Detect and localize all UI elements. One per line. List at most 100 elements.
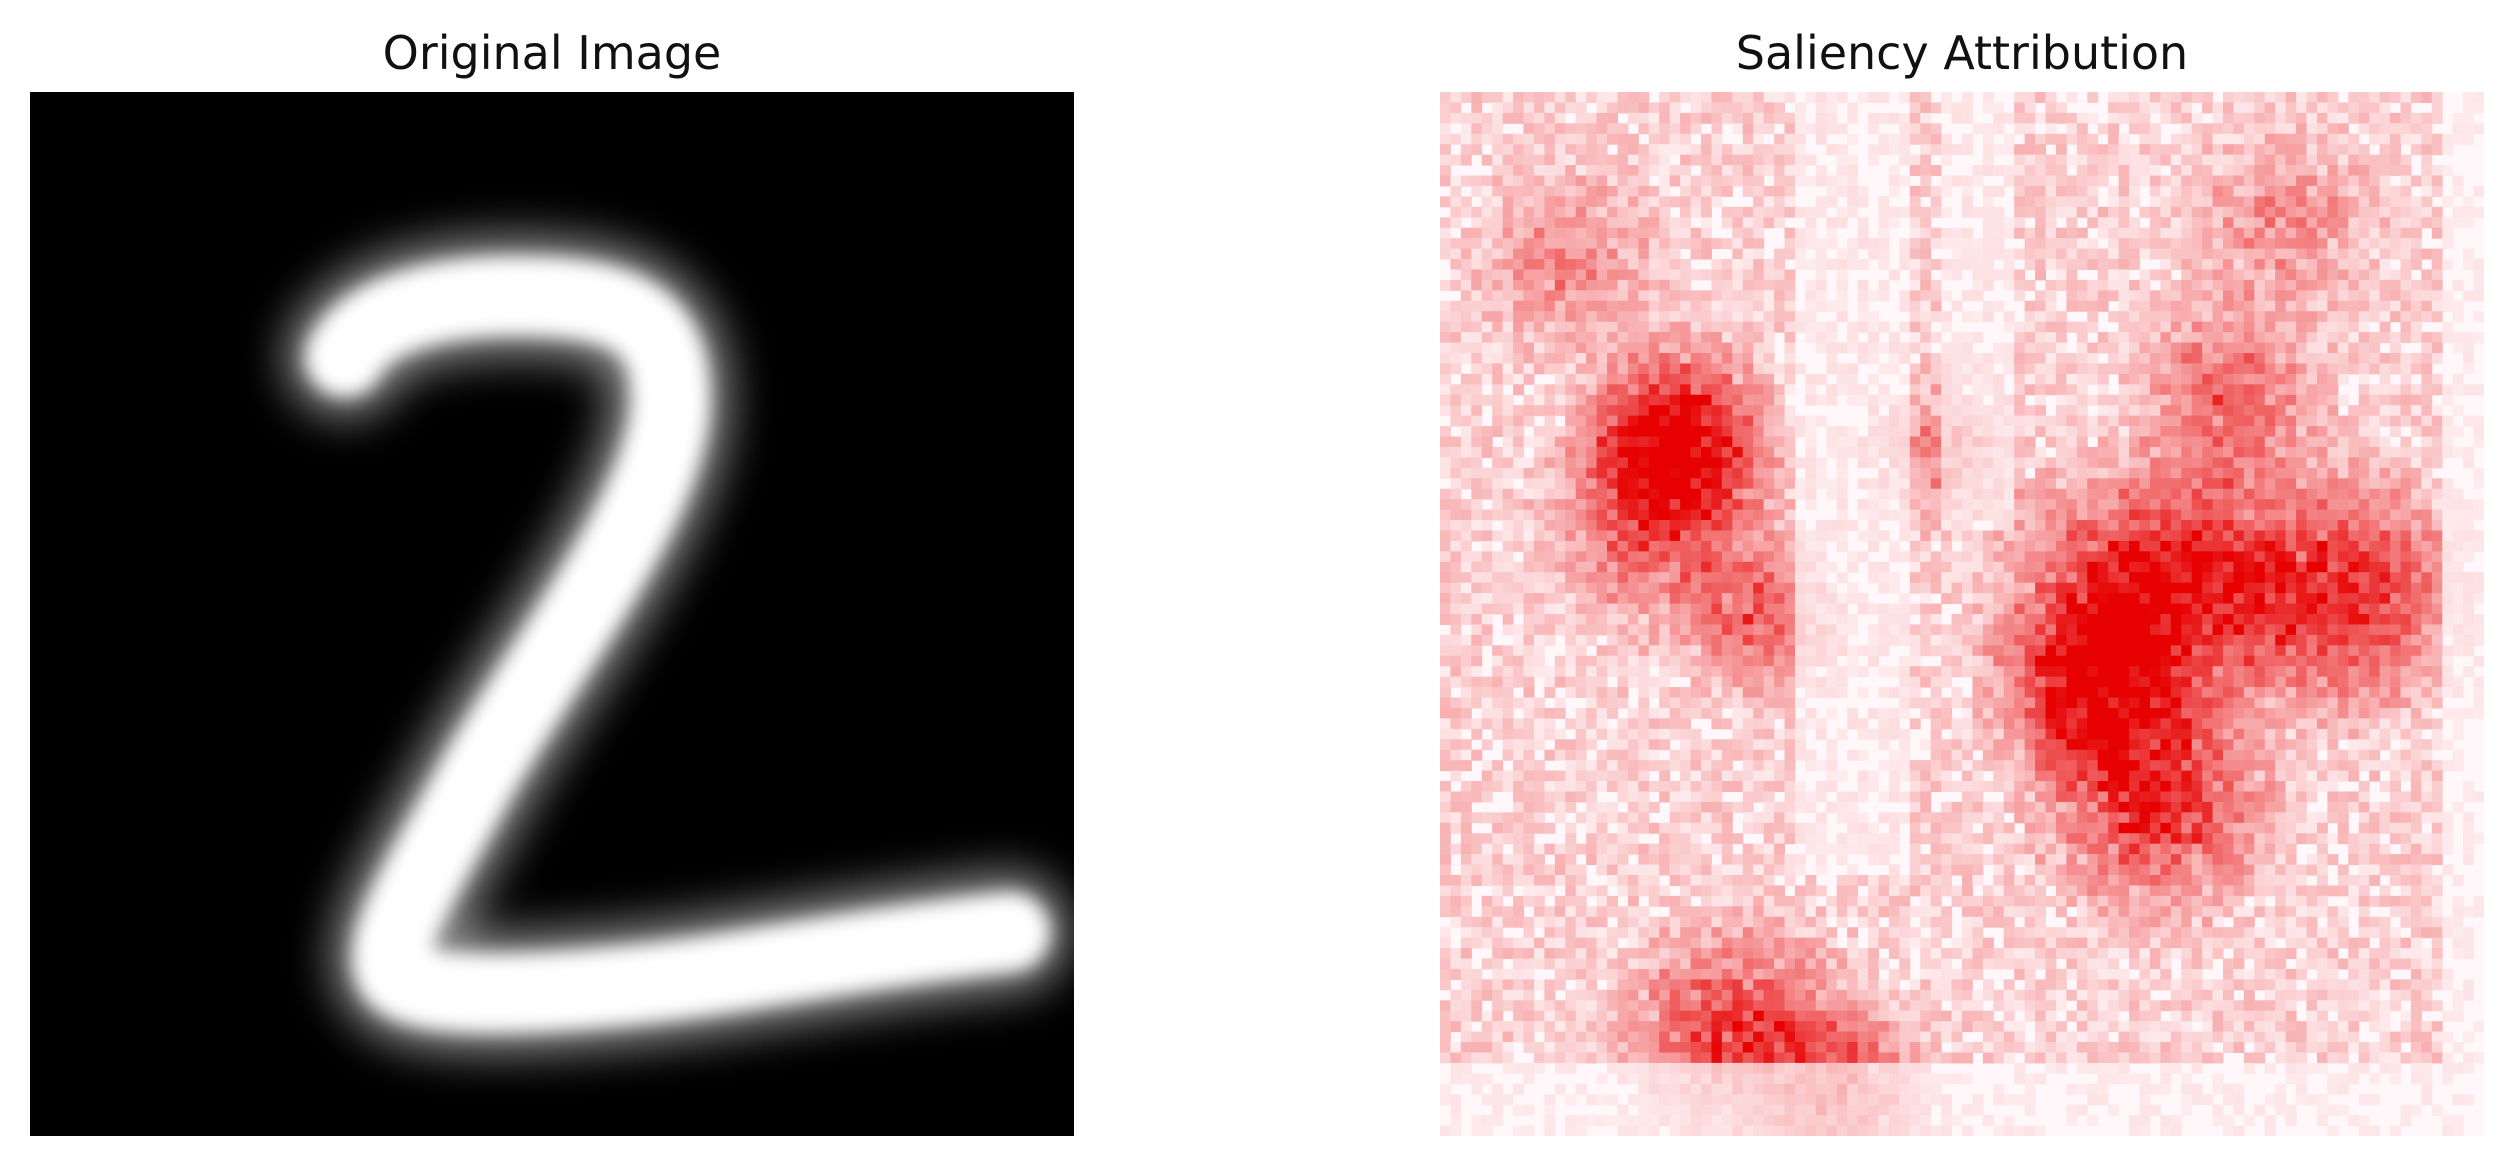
saliency-pixel (2316, 509, 2328, 521)
saliency-pixel (2431, 426, 2443, 438)
saliency-pixel (1638, 144, 1650, 156)
saliency-pixel (1909, 290, 1921, 302)
saliency-pixel (1972, 353, 1984, 364)
saliency-pixel (1492, 238, 1504, 250)
saliency-pixel (2223, 666, 2234, 678)
saliency-pixel (1794, 624, 1806, 636)
saliency-pixel (2191, 488, 2203, 500)
saliency-pixel (1868, 321, 1879, 333)
saliency-pixel (2139, 593, 2151, 605)
saliency-pixel (2390, 634, 2401, 646)
saliency-pixel (2275, 144, 2287, 156)
saliency-pixel (1951, 248, 1963, 260)
saliency-pixel (2055, 112, 2067, 124)
saliency-pixel (1909, 530, 1921, 542)
saliency-pixel (2149, 144, 2161, 156)
saliency-pixel (1711, 102, 1723, 114)
saliency-pixel (1440, 217, 1451, 229)
saliency-pixel (1492, 509, 1504, 521)
saliency-pixel (1941, 457, 1953, 469)
saliency-pixel (1763, 415, 1775, 427)
saliency-pixel (2358, 384, 2370, 396)
saliency-pixel (1513, 467, 1525, 479)
saliency-pixel (1544, 269, 1556, 281)
saliency-pixel (2223, 373, 2234, 385)
saliency-pixel (1888, 415, 1900, 427)
saliency-pixel (1847, 196, 1859, 208)
saliency-pixel (1888, 206, 1900, 218)
saliency-pixel (2024, 520, 2036, 531)
saliency-pixel (1481, 133, 1493, 145)
saliency-pixel (1669, 321, 1681, 333)
saliency-pixel (1721, 540, 1733, 552)
saliency-pixel (2055, 353, 2067, 364)
saliency-pixel (1659, 509, 1671, 521)
saliency-pixel (2202, 279, 2214, 291)
saliency-pixel (2170, 551, 2182, 563)
saliency-pixel (2316, 530, 2328, 542)
saliency-pixel (1701, 551, 1712, 563)
saliency-pixel (1659, 102, 1671, 114)
saliency-pixel (1784, 384, 1796, 396)
saliency-pixel (2410, 311, 2422, 323)
saliency-pixel (2316, 196, 2328, 208)
saliency-pixel (2400, 123, 2412, 135)
saliency-pixel (1711, 321, 1723, 333)
saliency-pixel (2191, 373, 2203, 385)
saliency-pixel (1742, 311, 1754, 323)
saliency-pixel (1690, 436, 1702, 448)
saliency-pixel (1690, 394, 1702, 406)
saliency-pixel (1753, 144, 1765, 156)
saliency-pixel (1920, 133, 1932, 145)
saliency-pixel (1909, 415, 1921, 427)
saliency-pixel (2181, 123, 2193, 135)
saliency-pixel (2181, 373, 2193, 385)
saliency-pixel (1878, 394, 1890, 406)
saliency-pixel (1909, 446, 1921, 458)
saliency-pixel (2306, 593, 2318, 605)
saliency-pixel (2129, 154, 2140, 166)
saliency-pixel (2035, 405, 2047, 417)
saliency-pixel (2223, 290, 2234, 302)
saliency-pixel (2348, 332, 2360, 344)
saliency-pixel (2202, 227, 2214, 239)
saliency-pixel (2149, 655, 2161, 667)
saliency-pixel (1460, 457, 1472, 469)
saliency-pixel (1627, 624, 1639, 636)
saliency-pixel (2327, 582, 2339, 594)
saliency-pixel (1659, 645, 1671, 657)
saliency-pixel (2045, 572, 2057, 584)
saliency-pixel (1763, 300, 1775, 312)
saliency-pixel (1492, 321, 1504, 333)
saliency-pixel (1993, 634, 2005, 646)
saliency-pixel (1481, 321, 1493, 333)
saliency-pixel (1847, 342, 1859, 354)
saliency-pixel (1680, 561, 1692, 573)
saliency-pixel (2369, 499, 2381, 511)
saliency-pixel (2149, 593, 2161, 605)
saliency-pixel (2390, 405, 2401, 417)
saliency-pixel (1930, 144, 1942, 156)
saliency-pixel (1669, 384, 1681, 396)
saliency-pixel (1565, 655, 1577, 667)
saliency-pixel (1784, 488, 1796, 500)
saliency-pixel (1742, 238, 1754, 250)
saliency-pixel (1440, 123, 1451, 135)
saliency-pixel (1941, 478, 1953, 490)
saliency-pixel (2431, 300, 2443, 312)
saliency-pixel (2254, 353, 2266, 364)
saliency-pixel (2327, 342, 2339, 354)
saliency-pixel (2108, 530, 2120, 542)
saliency-pixel (2264, 446, 2276, 458)
saliency-pixel (2108, 269, 2120, 281)
saliency-pixel (1930, 123, 1942, 135)
saliency-pixel (1982, 144, 1994, 156)
saliency-pixel (2202, 133, 2214, 145)
saliency-pixel (1899, 457, 1911, 469)
saliency-pixel (2087, 363, 2099, 375)
saliency-pixel (1481, 363, 1493, 375)
saliency-pixel (1575, 572, 1587, 584)
saliency-pixel (2170, 196, 2182, 208)
saliency-pixel (2369, 332, 2381, 344)
saliency-pixel (2327, 634, 2339, 646)
